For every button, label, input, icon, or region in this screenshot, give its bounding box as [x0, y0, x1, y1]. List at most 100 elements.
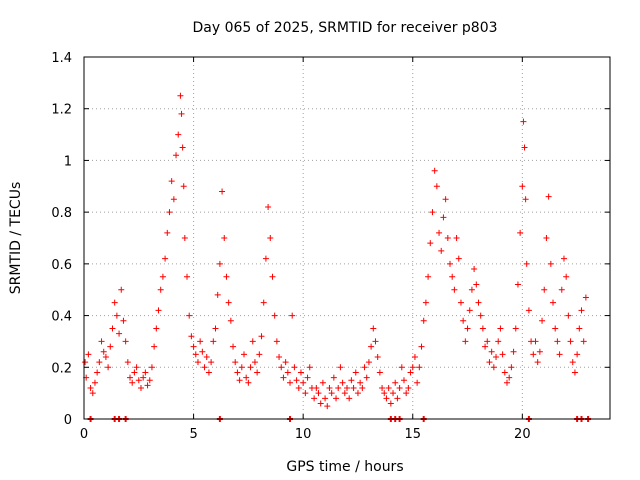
data-point — [203, 353, 210, 360]
data-point — [175, 131, 182, 138]
data-point — [431, 167, 438, 174]
data-point — [482, 343, 489, 350]
data-point — [199, 348, 206, 355]
data-point — [365, 359, 372, 366]
data-point — [517, 229, 524, 236]
data-point — [178, 110, 185, 117]
data-point — [520, 118, 527, 125]
tick-labels: 0 5 10 15 20 0 0.2 0.4 0.6 0.8 1 1.2 1.4 — [51, 51, 530, 442]
data-point — [118, 286, 125, 293]
y-tick-label: 1 — [64, 154, 72, 169]
data-point — [234, 369, 241, 376]
data-point — [405, 384, 412, 391]
data-point — [113, 312, 120, 319]
data-point — [315, 390, 322, 397]
data-point — [354, 390, 361, 397]
data-point — [407, 369, 414, 376]
data-point — [282, 359, 289, 366]
data-point — [471, 266, 478, 273]
data-point — [383, 395, 390, 402]
data-point — [271, 312, 278, 319]
data-point — [510, 348, 517, 355]
data-point — [514, 281, 521, 288]
data-point — [372, 338, 379, 345]
data-point — [352, 369, 359, 376]
x-tick-label: 10 — [295, 427, 312, 442]
data-point — [319, 379, 326, 386]
data-point — [324, 403, 331, 410]
plot-border — [83, 56, 611, 420]
data-point — [556, 351, 563, 358]
data-point — [273, 338, 280, 345]
data-point — [287, 379, 294, 386]
data-point — [519, 183, 526, 190]
x-tick-label: 5 — [189, 427, 197, 442]
data-point — [177, 92, 184, 99]
data-point — [563, 273, 570, 280]
data-point — [144, 382, 151, 389]
data-point — [133, 364, 140, 371]
data-point — [411, 353, 418, 360]
data-point — [243, 374, 250, 381]
data-point — [453, 235, 460, 241]
data-point — [300, 379, 307, 386]
data-point — [409, 364, 416, 371]
data-point — [335, 384, 342, 391]
data-point — [262, 255, 269, 262]
data-point — [451, 286, 458, 293]
data-point — [565, 312, 572, 319]
y-tick-label: 0.2 — [51, 361, 72, 376]
data-point — [385, 384, 392, 391]
data-point — [433, 183, 440, 190]
data-point — [390, 390, 397, 397]
data-point — [170, 196, 177, 203]
data-point — [82, 359, 89, 366]
data-point — [260, 299, 267, 306]
y-tick-label: 0 — [64, 413, 72, 428]
data-point — [151, 343, 158, 350]
data-point — [212, 325, 219, 332]
data-point — [131, 369, 138, 376]
data-point — [400, 377, 407, 384]
data-point — [157, 286, 164, 293]
data-point — [284, 369, 291, 376]
data-point — [254, 369, 261, 376]
data-point — [230, 343, 237, 350]
data-point — [221, 235, 228, 241]
data-point — [363, 374, 370, 381]
data-point — [580, 338, 587, 345]
data-point — [205, 369, 212, 376]
data-point — [440, 214, 447, 221]
data-point — [420, 317, 427, 324]
y-tick-label: 0.4 — [51, 310, 72, 325]
data-point — [571, 369, 578, 376]
data-point — [508, 364, 515, 371]
data-point — [214, 291, 221, 298]
data-point — [120, 317, 127, 324]
data-point — [102, 353, 109, 360]
data-point — [180, 183, 187, 190]
data-point — [328, 390, 335, 397]
data-point — [91, 379, 98, 386]
data-point — [236, 377, 243, 384]
data-point — [258, 333, 265, 340]
data-point — [135, 377, 142, 384]
data-point — [499, 351, 506, 358]
data-point — [162, 255, 169, 262]
data-point — [422, 299, 429, 306]
data-point — [567, 338, 574, 345]
data-point — [164, 229, 171, 236]
data-point — [348, 377, 355, 384]
data-point — [438, 247, 445, 254]
data-point — [569, 359, 576, 366]
data-point — [295, 384, 302, 391]
data-point — [210, 338, 217, 345]
data-point — [442, 196, 449, 203]
data-point — [251, 359, 258, 366]
data-point — [416, 364, 423, 371]
data-point — [304, 374, 311, 381]
data-point — [547, 260, 554, 267]
data-point — [306, 364, 313, 371]
data-point — [392, 379, 399, 386]
